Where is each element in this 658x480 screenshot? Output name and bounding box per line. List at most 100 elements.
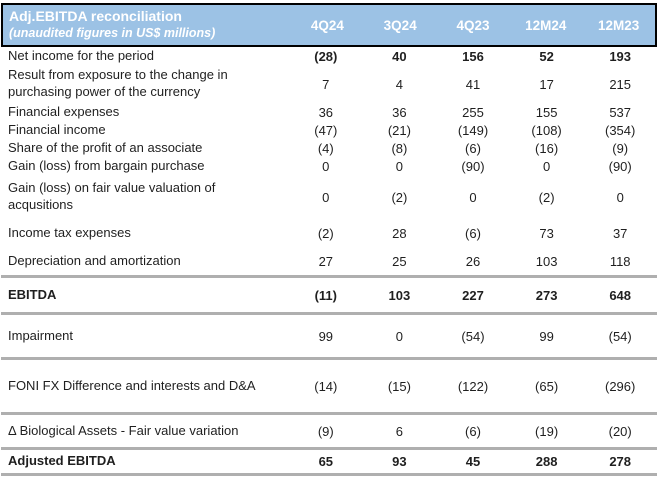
- cell-value: 27: [318, 253, 334, 269]
- row-separator: [1, 447, 657, 450]
- cell-value: 45: [465, 454, 481, 469]
- cell-value: 36: [392, 104, 407, 120]
- cell-value: 65: [318, 454, 334, 469]
- cell-value: (21): [387, 122, 411, 138]
- cell-value: (2): [538, 189, 555, 205]
- cell-value: (6): [465, 423, 481, 439]
- cell-value: 0: [395, 328, 403, 344]
- cell-value: 93: [392, 454, 407, 469]
- cell-value: 4: [395, 76, 403, 92]
- table-header: Adj.EBITDA reconciliation (unaudited fig…: [1, 3, 657, 47]
- cell-value: (16): [535, 140, 559, 156]
- cell-value: (149): [457, 122, 489, 138]
- cell-value: 26: [465, 253, 481, 269]
- row-separator: [1, 412, 657, 415]
- row-label: Net income for the period: [8, 47, 154, 63]
- row-financial-income: Financial income (47) (21) (149) (108) (…: [1, 121, 657, 139]
- cell-value: 37: [612, 225, 628, 241]
- row-share-profit-associate: Share of the profit of an associate (4) …: [1, 139, 657, 157]
- row-label: Depreciation and amortization: [8, 252, 181, 268]
- row-label: Share of the profit of an associate: [8, 139, 203, 155]
- table: Adj.EBITDA reconciliation (unaudited fig…: [1, 3, 657, 476]
- row-depreciation-amortization: Depreciation and amortization 27 25 26 1…: [1, 247, 657, 275]
- cell-value: 0: [322, 158, 330, 174]
- cell-value: 0: [322, 189, 330, 205]
- cell-value: (15): [387, 378, 411, 394]
- row-gain-bargain-purchase: Gain (loss) from bargain purchase 0 0 (9…: [1, 157, 657, 175]
- cell-value: (90): [461, 158, 485, 174]
- cell-value: (19): [535, 423, 559, 439]
- cell-value: (9): [612, 140, 629, 156]
- row-foni-fx: FONI FX Difference and interests and D&A…: [1, 360, 657, 412]
- row-ebitda: EBITDA (11) 103 227 273 648: [1, 278, 657, 312]
- cell-value: 25: [392, 253, 407, 269]
- cell-value: 278: [609, 454, 632, 469]
- column-header-12m24: 12M24: [525, 17, 567, 33]
- cell-value: 255: [462, 104, 484, 120]
- cell-value: 215: [609, 76, 632, 92]
- cell-value: (4): [317, 140, 334, 156]
- cell-value: 52: [539, 48, 554, 64]
- cell-value: (108): [531, 122, 562, 138]
- cell-value: 99: [539, 328, 554, 344]
- row-separator: [1, 357, 657, 360]
- cell-value: 0: [395, 158, 403, 174]
- row-label: Result from exposure to the change in pu…: [8, 67, 228, 99]
- row-label: Financial expenses: [8, 103, 120, 119]
- cell-value: 118: [609, 253, 631, 269]
- cell-value: 103: [535, 253, 558, 269]
- cell-value: 537: [609, 104, 632, 120]
- column-header-12m23: 12M23: [597, 17, 640, 33]
- cell-value: 273: [535, 287, 558, 303]
- cell-value: 227: [462, 287, 484, 303]
- cell-value: (2): [317, 225, 334, 241]
- row-label: Adjusted EBITDA: [8, 453, 116, 469]
- cell-value: 7: [322, 76, 330, 92]
- row-adjusted-ebitda: Adjusted EBITDA 65 93 45 288 278: [1, 450, 657, 473]
- column-header-4q24: 4Q24: [310, 17, 344, 33]
- row-impairment: Impairment 99 0 (54) 99 (54): [1, 315, 657, 357]
- cell-value: 28: [392, 225, 407, 241]
- row-gain-fair-value-acquisitions: Gain (loss) on fair value valuation of a…: [1, 175, 657, 219]
- cell-value: (54): [608, 328, 632, 344]
- cell-value: (296): [605, 378, 636, 394]
- row-label: Δ Biological Assets - Fair value variati…: [8, 422, 239, 438]
- row-biological-assets: Δ Biological Assets - Fair value variati…: [1, 415, 657, 447]
- row-label: Income tax expenses: [8, 224, 131, 240]
- row-net-income: Net income for the period (28) 40 156 52…: [1, 47, 657, 65]
- cell-value: (122): [457, 378, 489, 394]
- cell-value: (54): [461, 328, 485, 344]
- cell-value: 648: [609, 287, 632, 303]
- cell-value: 40: [392, 48, 407, 64]
- cell-value: (6): [465, 225, 481, 241]
- cell-value: 156: [462, 48, 484, 64]
- cell-value: 103: [388, 287, 411, 303]
- cell-value: (2): [391, 189, 408, 205]
- row-result-exposure: Result from exposure to the change in pu…: [1, 65, 657, 103]
- cell-value: 0: [542, 158, 551, 174]
- cell-value: (90): [608, 158, 632, 174]
- cell-value: 193: [609, 48, 632, 64]
- cell-value: 17: [539, 76, 554, 92]
- cell-value: (20): [608, 423, 632, 439]
- table-header-titles: Adj.EBITDA reconciliation (unaudited fig…: [3, 8, 291, 41]
- row-label: EBITDA: [8, 286, 57, 302]
- column-header-4q23: 4Q23: [456, 17, 490, 33]
- row-label: Gain (loss) on fair value valuation of a…: [8, 180, 216, 212]
- cell-value: (11): [314, 287, 337, 303]
- row-label: Financial income: [8, 121, 106, 137]
- column-header-3q24: 3Q24: [383, 17, 417, 33]
- cell-value: (8): [391, 140, 408, 156]
- row-separator: [1, 275, 657, 278]
- table-title: Adj.EBITDA reconciliation: [9, 8, 182, 25]
- cell-value: (28): [314, 48, 338, 64]
- cell-value: (9): [317, 423, 334, 439]
- cell-value: 99: [318, 328, 334, 344]
- row-financial-expenses: Financial expenses 36 36 255 155 537: [1, 103, 657, 121]
- cell-value: 288: [535, 454, 558, 469]
- cell-value: (6): [465, 140, 481, 156]
- cell-value: 36: [318, 104, 334, 120]
- cell-value: (47): [314, 122, 338, 138]
- row-label: Impairment: [8, 327, 74, 343]
